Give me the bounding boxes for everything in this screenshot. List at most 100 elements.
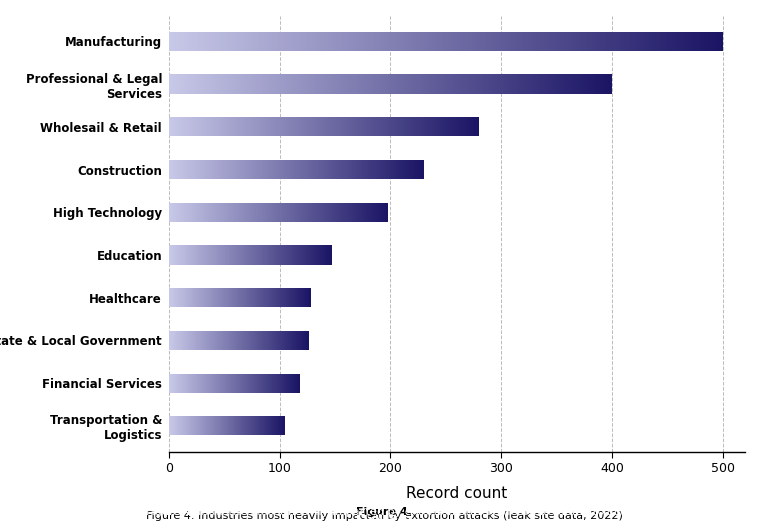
- Bar: [376, 32, 378, 51]
- Bar: [261, 32, 263, 51]
- Bar: [445, 75, 447, 94]
- Bar: [355, 160, 356, 179]
- Bar: [463, 75, 465, 94]
- Bar: [421, 160, 422, 179]
- Bar: [392, 160, 393, 179]
- Bar: [379, 160, 380, 179]
- Bar: [209, 160, 210, 179]
- Bar: [407, 75, 409, 94]
- Bar: [353, 160, 354, 179]
- Bar: [188, 75, 190, 94]
- Bar: [305, 75, 306, 94]
- Bar: [418, 117, 419, 136]
- Bar: [498, 75, 500, 94]
- Bar: [703, 32, 704, 51]
- Bar: [420, 75, 422, 94]
- Bar: [616, 32, 617, 51]
- Bar: [300, 160, 302, 179]
- Bar: [437, 32, 439, 51]
- Bar: [184, 117, 186, 136]
- Bar: [275, 75, 276, 94]
- Bar: [479, 75, 481, 94]
- Bar: [404, 75, 406, 94]
- Bar: [309, 117, 310, 136]
- Bar: [256, 75, 257, 94]
- Bar: [465, 32, 466, 51]
- Bar: [308, 75, 310, 94]
- Bar: [422, 160, 423, 179]
- Bar: [211, 117, 213, 136]
- Bar: [366, 117, 367, 136]
- Bar: [253, 75, 255, 94]
- Bar: [609, 75, 611, 94]
- Bar: [346, 32, 348, 51]
- Bar: [466, 32, 468, 51]
- Bar: [259, 75, 260, 94]
- Bar: [697, 32, 699, 51]
- Bar: [203, 160, 204, 179]
- Bar: [388, 75, 389, 94]
- Bar: [256, 160, 257, 179]
- Bar: [266, 160, 267, 179]
- Bar: [461, 117, 462, 136]
- Bar: [188, 160, 190, 179]
- Bar: [187, 117, 189, 136]
- Bar: [213, 117, 214, 136]
- Bar: [205, 117, 206, 136]
- Bar: [364, 117, 366, 136]
- Bar: [200, 32, 202, 51]
- Bar: [193, 117, 194, 136]
- Bar: [554, 32, 557, 51]
- Bar: [293, 32, 294, 51]
- Bar: [457, 32, 458, 51]
- Bar: [617, 32, 620, 51]
- Bar: [310, 32, 311, 51]
- Bar: [370, 75, 371, 94]
- X-axis label: Record count: Record count: [406, 486, 508, 501]
- Bar: [348, 117, 349, 136]
- Bar: [531, 75, 532, 94]
- Bar: [374, 32, 376, 51]
- Bar: [455, 32, 457, 51]
- Bar: [419, 32, 420, 51]
- Bar: [518, 75, 519, 94]
- Bar: [431, 117, 432, 136]
- Bar: [505, 75, 507, 94]
- Bar: [247, 160, 248, 179]
- Bar: [396, 75, 398, 94]
- Bar: [328, 117, 329, 136]
- Bar: [439, 32, 440, 51]
- Bar: [306, 160, 307, 179]
- Bar: [415, 75, 417, 94]
- Bar: [389, 32, 390, 51]
- Bar: [234, 160, 235, 179]
- Bar: [378, 160, 379, 179]
- Bar: [344, 32, 346, 51]
- Bar: [253, 117, 255, 136]
- Bar: [223, 32, 224, 51]
- Bar: [515, 32, 516, 51]
- Bar: [438, 117, 439, 136]
- Bar: [521, 75, 522, 94]
- Bar: [409, 75, 411, 94]
- Bar: [258, 117, 259, 136]
- Bar: [236, 32, 237, 51]
- Bar: [350, 117, 351, 136]
- Bar: [441, 117, 442, 136]
- Bar: [409, 160, 410, 179]
- Bar: [399, 75, 401, 94]
- Bar: [283, 32, 285, 51]
- Bar: [178, 75, 179, 94]
- Bar: [468, 117, 470, 136]
- Bar: [566, 75, 568, 94]
- Bar: [383, 117, 384, 136]
- Bar: [223, 117, 225, 136]
- Bar: [263, 117, 264, 136]
- Bar: [540, 32, 542, 51]
- Bar: [203, 75, 204, 94]
- Bar: [206, 75, 207, 94]
- Bar: [297, 75, 299, 94]
- Bar: [471, 117, 472, 136]
- Bar: [176, 160, 177, 179]
- Bar: [442, 75, 444, 94]
